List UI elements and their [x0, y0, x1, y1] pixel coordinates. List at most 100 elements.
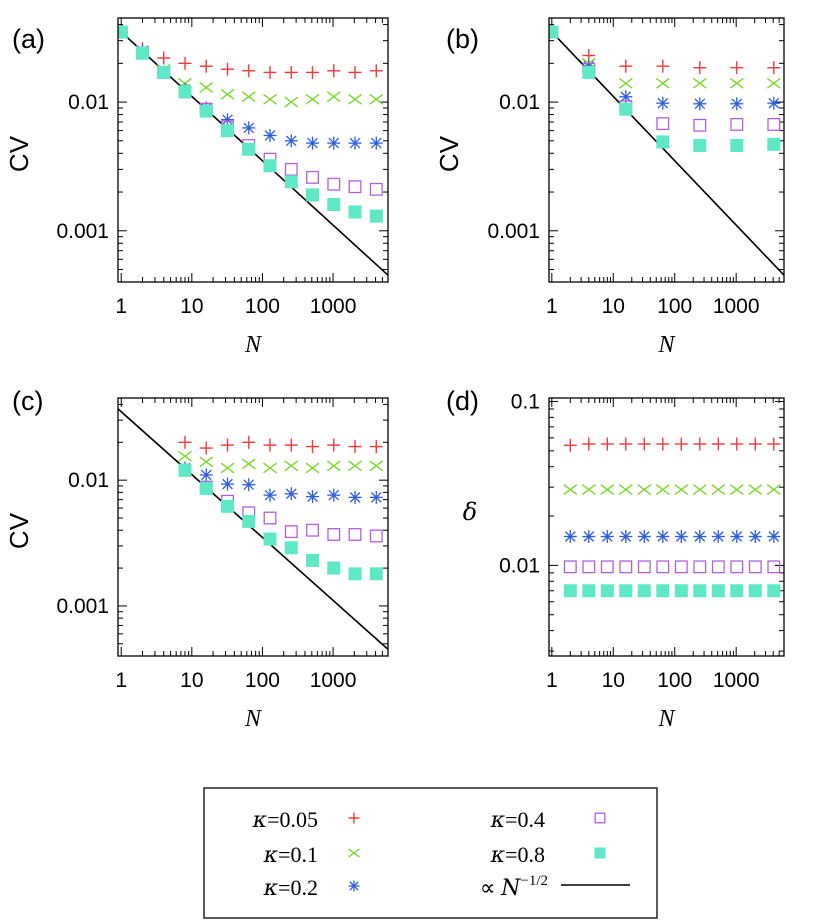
series-k08: [549, 25, 781, 152]
data-point: [327, 528, 341, 541]
data-point: [284, 487, 298, 501]
data-point: [674, 560, 688, 574]
data-point: [221, 113, 235, 127]
series-k005: [549, 25, 781, 75]
data-point: [348, 490, 362, 504]
x-axis-label: N: [244, 706, 263, 732]
plot-frame: [117, 17, 389, 283]
x-tick-label: 1000: [310, 295, 357, 318]
data-point: [284, 134, 298, 148]
series-k08: [178, 463, 383, 581]
data-point: [348, 180, 362, 194]
legend-label: κ=0.05: [252, 807, 318, 833]
x-axis-label: N: [244, 332, 263, 358]
data-point: [326, 460, 341, 472]
x-tick-label: 1: [115, 295, 127, 318]
data-point: [242, 478, 256, 492]
plot-frame: [548, 397, 785, 657]
plot-frame: [117, 397, 389, 657]
data-point: [711, 560, 725, 574]
x-tick-label: 1000: [713, 669, 760, 692]
data-point: [178, 56, 192, 70]
y-tick-label: 0.001: [56, 595, 109, 618]
data-point: [730, 61, 744, 75]
series-k04: [118, 25, 383, 196]
data-point: [693, 584, 707, 598]
legend-box: [203, 787, 658, 919]
plot-frame: [548, 17, 785, 283]
data-point: [284, 96, 299, 108]
axis-ticks: [548, 398, 785, 656]
data-point: [157, 51, 171, 65]
data-point: [693, 118, 707, 132]
data-point: [263, 159, 277, 173]
data-point: [242, 142, 256, 156]
data-point: [581, 484, 596, 496]
data-point: [582, 65, 596, 79]
data-point: [693, 138, 707, 152]
data-point: [284, 162, 298, 176]
data-point: [263, 488, 277, 502]
data-point: [242, 121, 256, 135]
data-point: [284, 525, 298, 539]
data-point: [326, 91, 341, 103]
series-k005: [118, 25, 383, 79]
data-point: [748, 437, 762, 451]
data-point: [284, 65, 298, 79]
data-point: [729, 77, 744, 89]
data-point: [767, 61, 781, 75]
data-point: [157, 65, 171, 79]
data-point: [563, 484, 578, 496]
data-point: [348, 136, 362, 150]
y-tick-label: 0.001: [56, 220, 109, 243]
panel-c: (c) 1 10 100 1000 0.001 0.01 N CV: [4, 386, 389, 732]
data-point: [369, 93, 384, 105]
panel-d: (d) 1 10 100 1000 0.01 0.1 Nδ: [446, 386, 785, 732]
data-point: [711, 584, 725, 598]
data-point: [348, 528, 362, 541]
axis-ticks: [117, 398, 389, 657]
data-point: [693, 530, 707, 544]
y-axis-label: CV: [4, 512, 34, 549]
data-point: [692, 77, 707, 89]
data-point: [655, 77, 670, 89]
data-point: [674, 484, 689, 496]
data-point: [600, 530, 614, 544]
data-point: [730, 138, 744, 152]
data-point: [637, 530, 651, 544]
data-point: [767, 437, 781, 451]
data-point: [199, 441, 213, 455]
data-point: [730, 560, 744, 574]
legend-marker: [348, 812, 360, 824]
series-k04: [178, 463, 383, 543]
data-point: [178, 463, 192, 477]
panel-b: (b) 1 10 100 1000 0.001 0.01 N CV: [434, 17, 785, 358]
legend-marker: [348, 848, 360, 858]
data-point: [242, 514, 256, 528]
data-point: [656, 560, 670, 574]
y-tick-label: 0.01: [68, 91, 109, 114]
data-point: [284, 460, 299, 472]
data-point: [674, 437, 688, 451]
data-point: [199, 81, 214, 93]
data-point: [263, 65, 277, 79]
data-point: [748, 530, 762, 544]
series-k02: [563, 530, 781, 544]
data-point: [767, 96, 781, 110]
legend-entry-k04: κ=0.4: [490, 807, 606, 833]
series-k04: [549, 25, 781, 132]
data-point: [220, 462, 235, 474]
data-point: [199, 59, 213, 73]
data-point: [263, 128, 277, 142]
panel-label: (a): [12, 24, 45, 54]
data-point: [199, 481, 213, 495]
legend-entry-k08: κ=0.8: [490, 842, 606, 868]
plot-area: [118, 25, 388, 276]
data-point: [563, 530, 577, 544]
series-k005: [178, 435, 383, 455]
data-point: [327, 64, 341, 78]
data-point: [241, 458, 256, 470]
data-point: [135, 46, 149, 60]
data-point: [199, 468, 213, 482]
y-tick-label: 0.1: [511, 390, 540, 413]
